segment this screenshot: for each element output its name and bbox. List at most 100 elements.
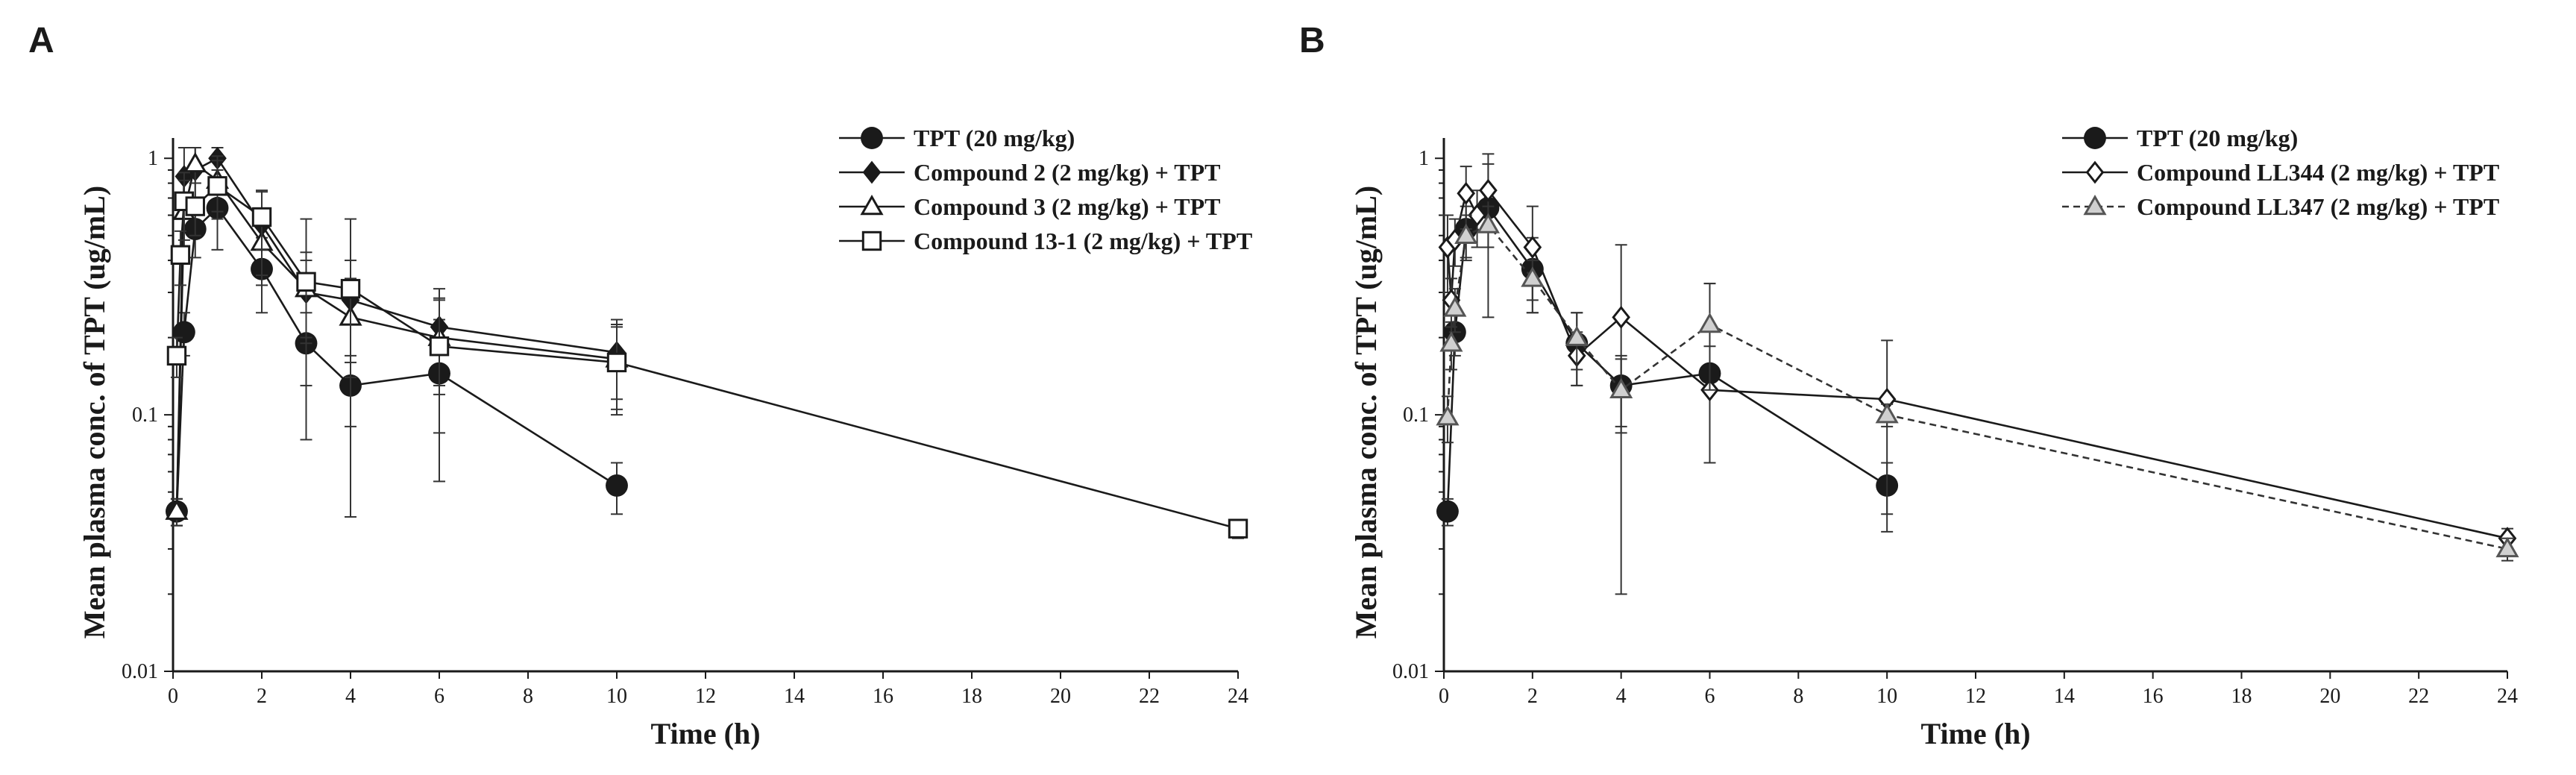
data-point <box>1476 213 1501 233</box>
x-tick-label: 12 <box>695 685 716 708</box>
legend-entry: Compound LL347 (2 mg/kg) + TPT <box>2062 193 2499 220</box>
legend-label: Compound LL347 (2 mg/kg) + TPT <box>2137 193 2499 220</box>
data-point <box>606 474 628 497</box>
x-tick-label: 2 <box>257 685 267 708</box>
data-point <box>1228 518 1248 539</box>
x-tick-label: 12 <box>1965 685 1986 708</box>
legend-label: TPT (20 mg/kg) <box>914 125 1075 151</box>
x-tick-label: 10 <box>606 685 627 708</box>
series-line <box>1446 188 2508 539</box>
x-tick-label: 24 <box>1228 685 1248 708</box>
data-point <box>1454 223 1478 244</box>
data-point <box>429 336 450 357</box>
x-tick-label: 8 <box>1793 685 1803 708</box>
data-point <box>1479 178 1498 202</box>
legend-entry: TPT (20 mg/kg) <box>839 125 1075 151</box>
x-tick-label: 22 <box>2408 685 2429 708</box>
x-tick-label: 24 <box>2497 685 2518 708</box>
legend-entry: Compound 13-1 (2 mg/kg) + TPT <box>839 228 1252 254</box>
legend-label: Compound 13-1 (2 mg/kg) + TPT <box>914 228 1252 254</box>
data-point <box>166 345 187 366</box>
series-2 <box>167 146 626 527</box>
legend-label: Compound 3 (2 mg/kg) + TPT <box>914 193 1221 220</box>
legend-marker <box>2085 160 2105 184</box>
series-1 <box>1436 153 1899 527</box>
data-point <box>1523 236 1542 259</box>
legend-marker <box>860 194 884 216</box>
x-tick-label: 18 <box>2231 685 2252 708</box>
data-point <box>1565 325 1589 346</box>
x-axis-title: Time (h) <box>1920 717 2030 750</box>
x-tick-label: 22 <box>1139 685 1160 708</box>
x-tick-label: 14 <box>784 685 805 708</box>
x-tick-label: 8 <box>523 685 533 708</box>
x-tick-label: 2 <box>1527 685 1538 708</box>
x-tick-label: 0 <box>1439 685 1449 708</box>
data-point <box>606 352 627 373</box>
x-tick-label: 16 <box>873 685 893 708</box>
data-point <box>207 176 227 196</box>
x-tick-label: 14 <box>2054 685 2075 708</box>
legend-marker <box>2084 127 2106 149</box>
x-tick-label: 20 <box>1050 685 1071 708</box>
x-tick-label: 4 <box>345 685 356 708</box>
legend-entry: TPT (20 mg/kg) <box>2062 125 2298 151</box>
series-line <box>1446 223 2508 550</box>
data-point <box>1436 405 1460 426</box>
y-tick-label: 0.01 <box>1392 660 1429 683</box>
legend-marker <box>861 230 882 251</box>
legend-marker <box>861 127 883 149</box>
data-point <box>1468 204 1486 227</box>
data-point <box>1612 305 1630 329</box>
data-point <box>165 499 189 520</box>
x-tick-label: 6 <box>434 685 444 708</box>
data-point <box>1443 296 1467 317</box>
y-tick-label: 0.1 <box>132 404 158 427</box>
series-line <box>175 162 618 512</box>
data-point <box>340 278 361 299</box>
data-point <box>170 245 191 265</box>
panel-label: B <box>1299 21 1325 60</box>
series-line <box>175 157 618 512</box>
panel-label: A <box>28 21 54 60</box>
series-2 <box>1438 163 2517 595</box>
legend-entry: Compound LL344 (2 mg/kg) + TPT <box>2062 159 2499 186</box>
y-tick-label: 1 <box>148 147 158 170</box>
x-tick-label: 10 <box>1876 685 1897 708</box>
x-tick-label: 16 <box>2143 685 2164 708</box>
data-point <box>1875 403 1899 424</box>
data-point <box>1436 500 1459 523</box>
y-axis-title: Mean plasma conc. of TPT (ug/mL) <box>1349 186 1383 638</box>
data-point <box>185 196 205 216</box>
data-point <box>183 151 207 173</box>
data-point <box>1521 266 1545 287</box>
data-point <box>1697 312 1722 333</box>
series-line <box>1446 206 1888 512</box>
legend-label: TPT (20 mg/kg) <box>2137 125 2298 151</box>
series-4 <box>166 160 1248 539</box>
y-tick-label: 0.1 <box>1403 404 1429 427</box>
legend-label: Compound LL344 (2 mg/kg) + TPT <box>2137 159 2499 186</box>
y-axis-title: Mean plasma conc. of TPT (ug/mL) <box>78 186 111 638</box>
y-tick-label: 0.01 <box>122 660 158 683</box>
data-point <box>1609 377 1633 399</box>
legend-entry: Compound 2 (2 mg/kg) + TPT <box>839 159 1221 186</box>
legend-marker <box>2083 194 2107 216</box>
x-tick-label: 20 <box>2319 685 2340 708</box>
legend-label: Compound 2 (2 mg/kg) + TPT <box>914 159 1221 186</box>
legend-marker <box>862 160 882 184</box>
series-3 <box>1436 205 2519 562</box>
series-line <box>175 206 618 512</box>
data-point <box>251 207 272 228</box>
y-tick-label: 1 <box>1419 147 1429 170</box>
data-point <box>2495 536 2519 558</box>
data-point <box>1457 181 1476 205</box>
x-axis-title: Time (h) <box>650 717 760 750</box>
data-point <box>296 272 316 292</box>
data-point <box>1439 331 1463 352</box>
x-tick-label: 18 <box>961 685 982 708</box>
x-tick-label: 0 <box>168 685 178 708</box>
